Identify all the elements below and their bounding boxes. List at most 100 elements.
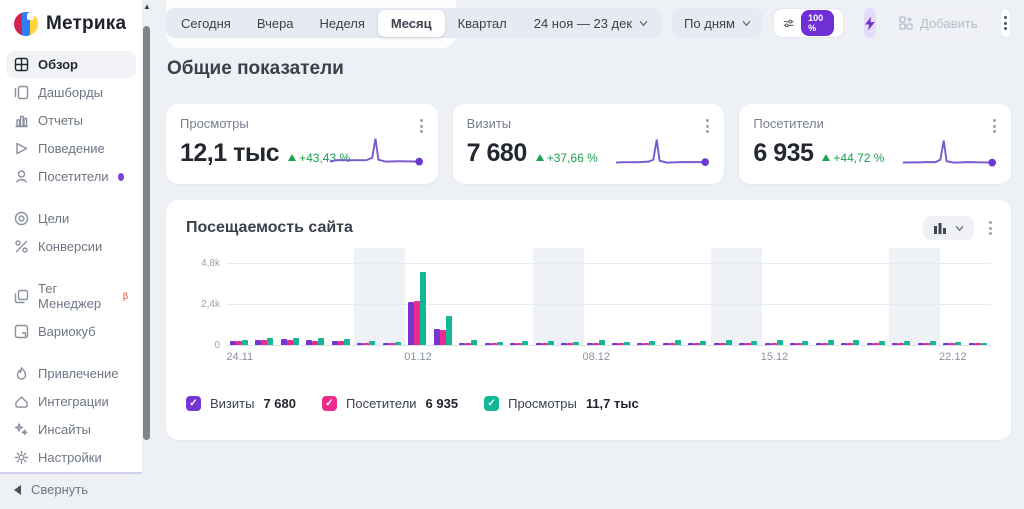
- bar-Визиты[interactable]: [739, 343, 746, 345]
- bar-Просмотры[interactable]: [369, 341, 376, 345]
- bar-Визиты[interactable]: [662, 342, 669, 345]
- bar-Посетители[interactable]: [898, 343, 905, 345]
- legend-item-views[interactable]: ✓ Просмотры 11,7 тыс: [484, 396, 639, 411]
- bar-Посетители[interactable]: [949, 343, 956, 345]
- bar-Посетители[interactable]: [872, 343, 879, 345]
- sidebar-item-conversions[interactable]: Конверсии: [6, 233, 136, 260]
- collapse-sidebar-button[interactable]: Свернуть: [0, 472, 142, 509]
- bar-Посетители[interactable]: [465, 343, 472, 345]
- bar-Посетители[interactable]: [414, 301, 421, 345]
- checkbox-checked-icon[interactable]: ✓: [322, 396, 337, 411]
- add-widget-button[interactable]: Добавить: [886, 8, 991, 38]
- bar-Визиты[interactable]: [535, 343, 542, 345]
- tab-yesterday[interactable]: Вчера: [256, 15, 294, 31]
- checkbox-checked-icon[interactable]: ✓: [484, 396, 500, 411]
- bar-Просмотры[interactable]: [674, 339, 681, 345]
- bar-Визиты[interactable]: [764, 342, 771, 345]
- bar-Посетители[interactable]: [796, 343, 803, 345]
- scrollbar-thumb[interactable]: [143, 26, 150, 440]
- bar-Просмотры[interactable]: [573, 341, 580, 345]
- toolbar-menu-button[interactable]: [1000, 8, 1011, 38]
- bar-Просмотры[interactable]: [725, 339, 732, 345]
- bar-Просмотры[interactable]: [318, 338, 325, 345]
- bar-Посетители[interactable]: [618, 343, 624, 345]
- bar-Посетители[interactable]: [516, 343, 523, 345]
- bar-Визиты[interactable]: [306, 340, 313, 345]
- bar-Посетители[interactable]: [821, 343, 828, 345]
- tab-month[interactable]: Месяц: [377, 9, 445, 37]
- bar-Просмотры[interactable]: [929, 341, 936, 345]
- bar-Просмотры[interactable]: [980, 343, 987, 345]
- bar-Визиты[interactable]: [815, 342, 822, 345]
- bar-Посетители[interactable]: [567, 343, 574, 345]
- bar-Визиты[interactable]: [459, 343, 466, 345]
- bar-Посетители[interactable]: [363, 342, 370, 345]
- chart-type-button[interactable]: [923, 216, 974, 240]
- bar-Просмотры[interactable]: [242, 340, 248, 345]
- bar-Визиты[interactable]: [357, 342, 364, 345]
- tab-quarter[interactable]: Квартал: [457, 15, 507, 31]
- vertical-scrollbar[interactable]: ▲: [142, 0, 153, 473]
- bar-Визиты[interactable]: [561, 343, 568, 345]
- bar-Просмотры[interactable]: [802, 340, 809, 345]
- sidebar-item-variocube[interactable]: Вариокуб: [6, 318, 136, 345]
- card-menu-button[interactable]: [703, 116, 712, 136]
- bar-Просмотры[interactable]: [394, 341, 401, 345]
- bar-Визиты[interactable]: [917, 343, 924, 345]
- bar-Визиты[interactable]: [892, 342, 899, 345]
- bar-Визиты[interactable]: [866, 343, 873, 345]
- legend-item-visits[interactable]: ✓ Визиты 7 680: [186, 396, 296, 411]
- bar-Посетители[interactable]: [541, 343, 548, 345]
- bar-Просмотры[interactable]: [649, 340, 656, 345]
- bar-Просмотры[interactable]: [445, 315, 452, 345]
- bar-Посетители[interactable]: [337, 341, 344, 345]
- bar-Посетители[interactable]: [770, 343, 777, 345]
- bar-Просмотры[interactable]: [853, 340, 860, 345]
- bar-Посетители[interactable]: [923, 343, 930, 345]
- tab-week[interactable]: Неделя: [319, 15, 365, 31]
- chart-menu-button[interactable]: [986, 218, 995, 238]
- granularity-select[interactable]: По дням: [672, 8, 763, 38]
- bar-Просмотры[interactable]: [751, 340, 758, 345]
- plot-area[interactable]: [227, 248, 991, 346]
- bar-Визиты[interactable]: [968, 343, 975, 345]
- sidebar-item-behavior[interactable]: Поведение: [6, 135, 136, 162]
- bar-Просмотры[interactable]: [496, 341, 503, 345]
- bar-Посетители[interactable]: [719, 342, 726, 345]
- bar-Визиты[interactable]: [382, 343, 389, 345]
- sampling-button[interactable]: 100 %: [772, 8, 845, 38]
- bar-Визиты[interactable]: [612, 343, 618, 345]
- bar-Визиты[interactable]: [841, 342, 848, 345]
- bar-Просмотры[interactable]: [827, 339, 834, 345]
- bar-Визиты[interactable]: [586, 342, 593, 345]
- sidebar-item-insights[interactable]: Инсайты: [6, 416, 136, 443]
- legend-item-visitors[interactable]: ✓ Посетители 6 935: [322, 396, 458, 411]
- bar-Просмотры[interactable]: [624, 341, 630, 345]
- date-range-picker[interactable]: 24 ноя — 23 дек: [520, 10, 660, 37]
- bar-Просмотры[interactable]: [904, 340, 911, 345]
- bar-Просмотры[interactable]: [471, 339, 478, 345]
- bar-Визиты[interactable]: [331, 341, 338, 345]
- tab-today[interactable]: Сегодня: [181, 15, 231, 31]
- bar-Просмотры[interactable]: [267, 337, 274, 345]
- bar-Посетители[interactable]: [261, 340, 268, 345]
- bar-Просмотры[interactable]: [598, 340, 605, 345]
- bar-Визиты[interactable]: [943, 343, 950, 345]
- bar-Посетители[interactable]: [490, 343, 497, 345]
- checkbox-checked-icon[interactable]: ✓: [186, 396, 201, 411]
- bar-Визиты[interactable]: [790, 343, 797, 345]
- bar-Посетители[interactable]: [847, 342, 854, 345]
- bar-Просмотры[interactable]: [547, 340, 554, 345]
- bar-Визиты[interactable]: [484, 343, 491, 345]
- sidebar-item-tag-manager[interactable]: Тег Менеджер β: [6, 275, 136, 317]
- bar-Визиты[interactable]: [433, 328, 440, 345]
- bar-Посетители[interactable]: [668, 343, 675, 345]
- bar-Просмотры[interactable]: [955, 342, 962, 345]
- bar-Визиты[interactable]: [713, 342, 720, 345]
- bar-Просмотры[interactable]: [420, 271, 427, 345]
- sidebar-item-integrations[interactable]: Интеграции: [6, 388, 136, 415]
- bar-Визиты[interactable]: [280, 339, 287, 345]
- bar-Визиты[interactable]: [510, 343, 517, 345]
- sidebar-item-goals[interactable]: Цели: [6, 205, 136, 232]
- sidebar-item-visitors[interactable]: Посетители: [6, 163, 136, 190]
